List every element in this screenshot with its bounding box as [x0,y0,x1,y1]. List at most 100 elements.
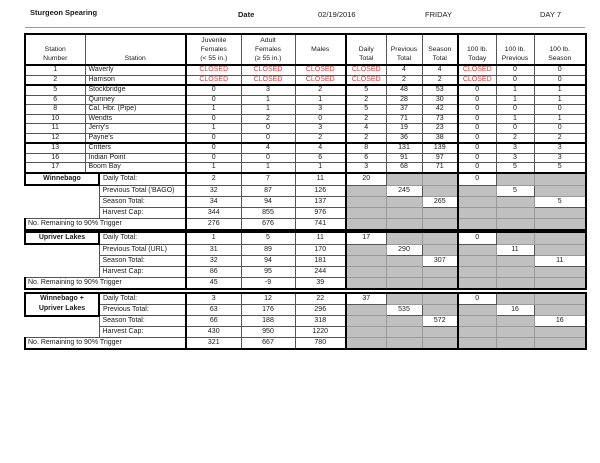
summary-unused-cell [495,206,535,219]
summary-row: Previous Total (URL) 31 89 170 290 11 [25,243,587,256]
cell-season-total: 71 [421,162,459,173]
column-header-line [86,45,186,54]
cell-adult-females: 3 [240,84,296,96]
cell-daily-total: 2 [345,132,387,144]
summary-unused-cell [457,243,497,256]
summary-unused-cell [457,304,497,316]
column-header-line: Females [254,46,282,53]
summary-unused-cell [345,195,387,208]
column-header-line: Adult [260,37,276,44]
summary-value-cell: 20 [345,172,387,186]
summary-value-cell: 0 [457,292,497,305]
summary-row: Upriver Lakes Daily Total: 1 5 11 17 0 [24,231,587,245]
cell-previous-total: 131 [385,142,423,154]
column-header-line: Total [359,55,374,62]
cell-juvenile-females: 1 [185,162,242,173]
summary-spacer-cell [25,207,99,218]
column-header-line: Season [548,55,572,62]
column-header-line: Station [124,55,146,62]
cell-daily-total: 3 [345,162,387,173]
cell-station-number: 17 [24,162,86,173]
cell-season-total: 38 [421,132,459,144]
column-header-lb100-previous: 100 lb. Previous [495,33,535,66]
summary-unused-cell [533,326,587,338]
summary-unused-cell [533,276,587,290]
cell-season-total: 53 [421,84,459,96]
summary-unused-cell [533,292,587,305]
cell-daily-total: 2 [345,94,387,105]
cell-adult-females: 0 [240,132,296,144]
cell-juvenile-females: 1 [185,123,242,134]
column-header-line: Daily [358,46,374,53]
summary-unused-cell [345,304,387,316]
summary-row: Season Total: 66 188 318 572 16 [25,315,587,327]
summary-unused-cell [385,172,423,186]
summary-count-cell: 12 [240,292,296,305]
cell-adult-females: 2 [240,113,296,124]
summary-unused-cell [421,206,459,219]
cell-males: 2 [294,84,347,96]
table-row: 10 Wendts 0 2 0 2 71 73 0 1 1 [24,113,587,124]
cell-males: 0 [294,113,347,124]
summary-row-label: No. Remaining to 90% Trigger [24,337,187,350]
summary-count-cell: 31 [185,243,242,256]
summary-row-label: Harvest Cap: [98,265,187,278]
summary-count-cell: 45 [185,276,242,290]
cell-lb100-previous: 3 [495,142,535,154]
summary-spacer-cell [25,315,99,327]
summary-unused-cell [385,292,423,305]
cell-season-total: 97 [421,152,459,163]
summary-row: No. Remaining to 90% Trigger 45 -9 39 [24,276,587,290]
summary-unused-cell [345,184,387,197]
cell-previous-total: 71 [385,113,423,124]
cell-daily-total: 4 [345,123,387,134]
column-header-males: Males [294,33,347,66]
cell-males: 4 [294,142,347,154]
summary-count-cell: 5 [240,231,296,245]
summary-unused-cell [385,254,423,267]
summary-label-line: Winnebago [43,175,81,182]
summary-row-label: Daily Total: [98,292,187,305]
column-header-line: Number [43,55,68,62]
column-header-line: Station [44,46,66,53]
summary-unused-cell [495,265,535,278]
column-header-line: Today [468,55,487,62]
summary-unused-cell [421,172,459,186]
summary-count-cell: 126 [294,184,347,197]
summary-value-cell: 572 [421,315,459,327]
column-header-daily-total: Daily Total [345,33,387,66]
station-harvest-table: Station Number Station Juvenile Females (< 55… [24,33,587,174]
cell-station: Boom Bay [84,162,187,173]
table-row: 12 Payne's 0 0 2 2 36 38 0 2 2 [24,132,587,144]
cell-station: Wendts [84,113,187,124]
summary-value-cell: 0 [457,231,497,245]
header-divider [25,27,585,28]
cell-adult-females: 1 [240,162,296,173]
cell-daily-total: 5 [345,84,387,96]
cell-station: Critters [84,142,187,154]
column-header-line: Total [432,55,447,62]
page-title: Sturgeon Spearing [30,8,98,17]
column-header-previous-total: Previous Total [385,33,423,66]
summary-unused-cell [495,217,535,231]
summary-unused-cell [533,304,587,316]
cell-lb100-today: 0 [457,142,497,154]
cell-juvenile-females: CLOSED [185,74,242,86]
summary-count-cell: 855 [240,206,296,219]
date-label: Date [238,10,255,19]
cell-males: 3 [294,104,347,115]
weekday-label: FRIDAY [425,10,452,19]
column-header-line: Total [396,55,412,62]
summary-row: Season Total: 34 94 137 265 5 [25,195,587,208]
summary-unused-cell [495,195,535,208]
summary-unused-cell [345,206,387,219]
summary-unused-cell [495,326,535,338]
column-header-line: 100 lb. [467,46,488,53]
cell-lb100-today: 0 [457,132,497,144]
cell-lb100-today: 0 [457,104,497,115]
cell-station-number: 2 [24,74,86,86]
summary-unused-cell [385,231,423,245]
cell-lb100-today: 0 [457,113,497,124]
summary-unused-cell [457,265,497,278]
summary-row: No. Remaining to 90% Trigger 321 667 780 [24,337,587,350]
